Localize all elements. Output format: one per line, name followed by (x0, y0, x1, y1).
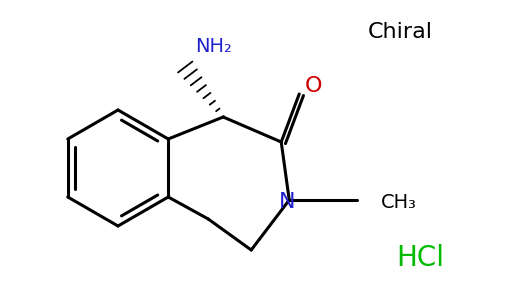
Text: CH₃: CH₃ (381, 192, 417, 212)
Text: Chiral: Chiral (368, 22, 433, 42)
Text: HCl: HCl (396, 244, 444, 272)
Text: N: N (279, 192, 295, 212)
Text: O: O (305, 76, 322, 96)
Text: NH₂: NH₂ (195, 38, 232, 57)
